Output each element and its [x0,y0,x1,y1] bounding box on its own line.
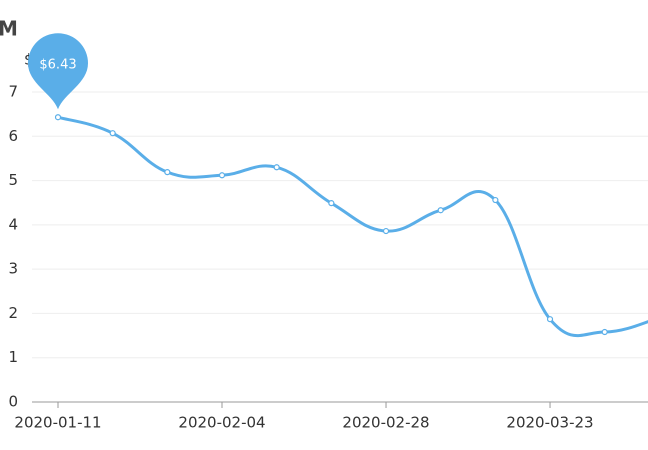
point [273,164,280,171]
y-tick-label: 0 [8,393,18,411]
y-tick-label: 5 [8,171,18,189]
point [382,227,390,235]
y-tick-label: 1 [8,348,18,366]
x-tick-label: 2020-02-28 [342,414,429,432]
label-pin [28,33,88,110]
point [437,207,444,214]
chart-title: M [0,17,18,41]
value-label: $6.43 [39,58,76,73]
point [109,130,116,137]
y-tick-label: 4 [8,215,18,233]
y-tick-label: 2 [8,304,18,322]
point [164,169,171,176]
point [218,172,226,179]
x-tick-label: 2020-02-04 [178,414,265,432]
x-tick-label: 2020-01-11 [14,414,101,432]
series [54,114,648,337]
point [328,200,335,207]
x-tick-label: 2020-03-23 [506,414,593,432]
line [57,115,648,337]
point [492,196,499,204]
y-tick-label: 3 [8,260,18,278]
point [546,316,554,323]
point [54,114,62,121]
y-tick-label: 7 [8,83,18,101]
y-tick-label: 6 [8,127,18,145]
point [601,328,608,336]
